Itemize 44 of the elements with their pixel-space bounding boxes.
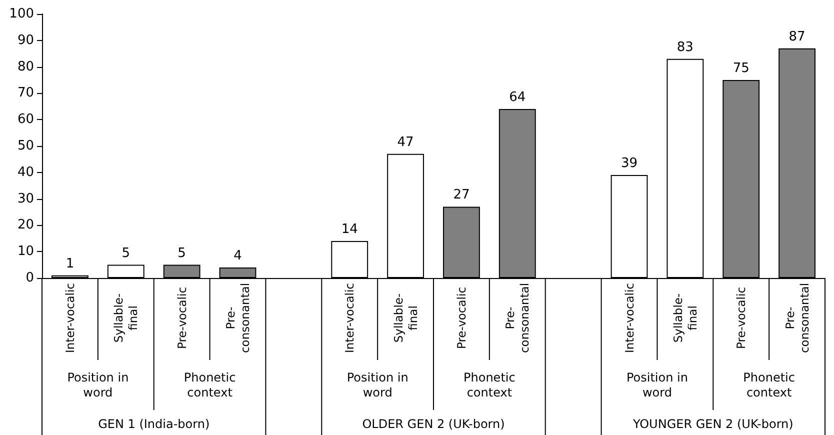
y-tick-label: 80 xyxy=(17,59,34,74)
y-tick-label: 70 xyxy=(17,86,34,101)
data-label: 47 xyxy=(397,134,414,150)
text: Phonetic context xyxy=(743,370,795,400)
data-label: 87 xyxy=(788,29,806,44)
data-label: 14 xyxy=(341,222,358,238)
x-tick-label: Inter-vocalic xyxy=(342,282,357,354)
data-label: 27 xyxy=(453,188,470,203)
y-tick-label: 10 xyxy=(17,244,34,260)
x-tick-label: Pre- consonantal xyxy=(503,282,532,354)
data-label: 64 xyxy=(509,90,526,106)
data-label: 75 xyxy=(732,61,750,76)
x-tick-label: Inter-vocalic xyxy=(62,282,77,354)
y-tick-label: 30 xyxy=(17,191,34,206)
y-tick-label: 0 xyxy=(26,270,34,286)
x-tick-label: Pre-vocalic xyxy=(454,286,468,350)
x-tick-label: Pre-vocalic xyxy=(734,286,748,350)
text: OLDER GEN 2 (UK-born) xyxy=(362,417,505,431)
y-tick-label: 50 xyxy=(17,138,34,154)
text: YOUNGER GEN 2 (UK-born) xyxy=(632,417,794,431)
data-label: 5 xyxy=(178,246,186,261)
y-tick-label: 90 xyxy=(17,32,34,48)
x-tick-label: Pre- consonantal xyxy=(224,282,252,354)
data-label: 83 xyxy=(676,40,694,55)
data-label: 5 xyxy=(122,246,130,261)
x-tick-label: Pre-vocalic xyxy=(174,286,189,350)
data-label: 4 xyxy=(234,248,242,264)
y-tick-label: 60 xyxy=(17,112,34,128)
data-label: 1 xyxy=(66,256,74,272)
y-tick-label: 20 xyxy=(17,218,34,233)
text: Position in word xyxy=(346,370,408,400)
text: Position in word xyxy=(626,370,688,400)
x-tick-label: Pre- consonantal xyxy=(782,282,812,354)
text: GEN 1 (India-born) xyxy=(98,417,210,431)
x-tick-label: Syllable- final xyxy=(670,293,700,343)
x-tick-label: Syllable- final xyxy=(391,293,420,343)
text: Phonetic context xyxy=(184,370,236,400)
x-tick-label: Inter-vocalic xyxy=(622,282,636,354)
y-tick-label: 40 xyxy=(17,164,34,180)
x-tick-label: Syllable- final xyxy=(112,293,140,343)
text: Position in word xyxy=(67,370,129,400)
y-tick-label: 100 xyxy=(9,6,34,22)
data-label: 39 xyxy=(620,156,638,172)
text: Phonetic context xyxy=(464,370,516,400)
